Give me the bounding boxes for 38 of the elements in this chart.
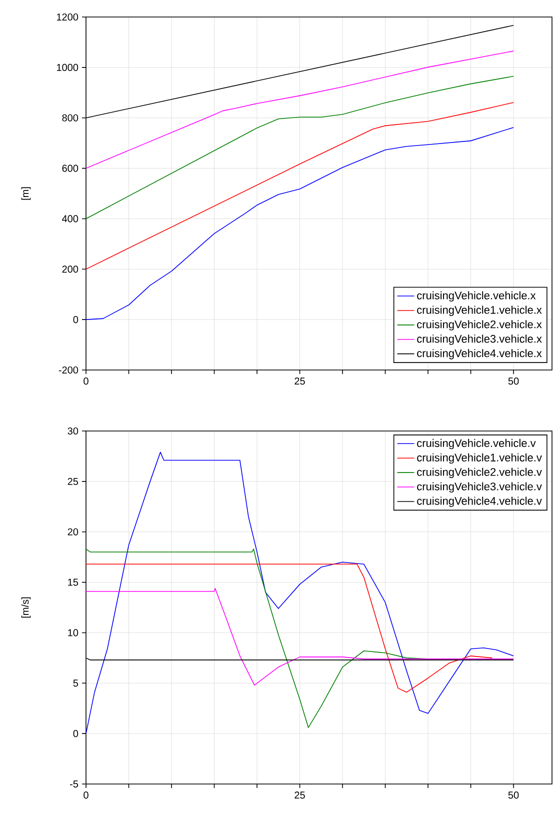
y-tick-label: 400 — [62, 215, 78, 222]
legend-label: cruisingVehicle2.vehicle.v — [417, 468, 542, 478]
y-tick-label: 5 — [73, 680, 78, 687]
y-tick-label: 15 — [68, 578, 78, 586]
y-tick-label: 800 — [62, 114, 78, 122]
y-tick-label: 0 — [73, 730, 78, 738]
x-tick-label: 25 — [294, 378, 305, 385]
x-tick-label: 50 — [508, 792, 519, 799]
legend-label: cruisingVehicle1.vehicle.x — [417, 306, 542, 316]
x-tick-label: 0 — [84, 792, 88, 799]
line-series — [86, 50, 514, 169]
y-tick-label: 30 — [68, 427, 78, 435]
legend-label: cruisingVehicle.vehicle.x — [417, 291, 536, 302]
y-tick-label: 20 — [68, 528, 78, 536]
legend-label: cruisingVehicle2.vehicle.x — [417, 320, 542, 330]
line-series — [86, 564, 493, 693]
legend-label: cruisingVehicle1.vehicle.v — [417, 453, 542, 464]
legend-label: cruisingVehicle4.vehicle.x — [417, 349, 542, 360]
y-tick-label: 200 — [62, 266, 78, 273]
line-series — [86, 102, 514, 270]
x-tick-label: 50 — [508, 378, 519, 385]
y-tick-label: -200 — [58, 366, 78, 374]
legend-label: cruisingVehicle3.vehicle.v — [417, 482, 542, 493]
x-tick-label: 0 — [84, 378, 88, 385]
y-tick-label: 25 — [68, 478, 78, 485]
y-tick-label: 600 — [62, 164, 78, 172]
y-tick-label: 10 — [68, 629, 78, 636]
legend-label: cruisingVehicle4.vehicle.v — [417, 496, 542, 507]
x-tick-label: 25 — [294, 792, 305, 799]
y-axis-title: [m/s] — [21, 597, 31, 618]
line-series — [86, 76, 514, 220]
y-tick-label: 1200 — [56, 13, 78, 21]
y-tick-label: -5 — [70, 780, 78, 788]
y-axis-title: [m] — [21, 187, 31, 200]
legend-label: cruisingVehicle.vehicle.v — [417, 438, 536, 450]
y-tick-label: 0 — [73, 316, 78, 324]
legend-label: cruisingVehicle3.vehicle.x — [417, 334, 542, 345]
y-tick-label: 1000 — [56, 64, 78, 71]
